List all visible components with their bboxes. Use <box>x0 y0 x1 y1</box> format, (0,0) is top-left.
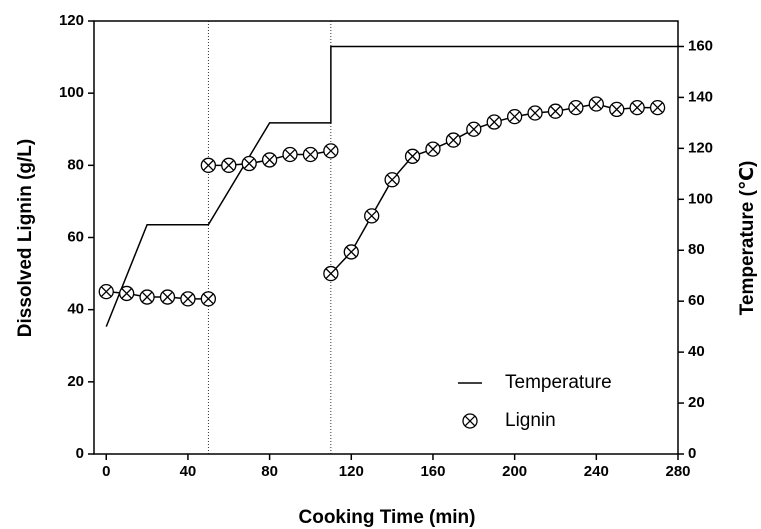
marker-part <box>202 159 214 171</box>
x-tick-label: 240 <box>584 463 609 480</box>
x-tick-label: 80 <box>261 463 278 480</box>
marker <box>261 152 278 168</box>
marker-part <box>386 174 398 186</box>
marker <box>98 283 114 300</box>
marker <box>302 146 319 163</box>
y2-tick-label: 160 <box>688 37 713 54</box>
y2-tick-label: 80 <box>688 241 705 258</box>
marker <box>445 132 462 148</box>
marker-part <box>223 159 235 171</box>
marker <box>221 157 237 173</box>
marker <box>568 99 584 116</box>
x-tick-label: 160 <box>420 463 445 480</box>
marker-part <box>366 210 378 222</box>
marker <box>384 172 400 188</box>
marker-part <box>447 134 459 146</box>
x-tick-label: 40 <box>180 463 197 480</box>
marker-part <box>611 103 623 115</box>
y-tick-label: 60 <box>67 228 84 245</box>
marker-part <box>121 288 133 299</box>
marker-part <box>652 102 663 114</box>
marker-part <box>162 291 173 303</box>
marker-part <box>202 293 214 305</box>
series-line <box>106 103 658 300</box>
marker <box>506 108 523 125</box>
marker <box>282 146 298 163</box>
marker <box>180 291 196 307</box>
marker-part <box>590 98 602 110</box>
marker <box>323 143 339 159</box>
marker <box>466 121 482 137</box>
x-tick-label: 280 <box>665 463 690 480</box>
y2-tick-label: 120 <box>688 139 713 156</box>
marker-part <box>631 102 643 114</box>
y2-tick-label: 40 <box>688 343 705 360</box>
legend-label: Temperature <box>505 372 612 393</box>
marker-part <box>284 149 296 160</box>
marker-part <box>243 158 255 169</box>
marker <box>588 96 604 112</box>
marker-part <box>550 105 561 117</box>
y-tick-label: 100 <box>59 84 84 101</box>
y2-tick-label: 20 <box>688 394 705 411</box>
legend-label: Lignin <box>505 410 556 431</box>
marker-part <box>529 107 541 119</box>
x-tick-label: 200 <box>502 463 527 480</box>
y-tick-label: 20 <box>67 373 84 390</box>
marker-part <box>264 154 276 166</box>
y-tick-label: 0 <box>76 445 84 462</box>
marker <box>119 285 135 302</box>
y2-tick-label: 140 <box>688 88 713 105</box>
y2-tick-label: 0 <box>688 445 696 462</box>
marker <box>200 157 216 173</box>
marker <box>343 244 359 260</box>
marker <box>323 265 339 282</box>
marker-part <box>325 145 337 157</box>
marker-part <box>509 111 521 123</box>
marker-part <box>100 286 112 298</box>
marker <box>649 99 666 116</box>
marker <box>404 148 421 164</box>
marker-part <box>468 123 480 135</box>
marker-part <box>464 415 476 427</box>
x-tick-label: 0 <box>102 463 110 480</box>
y-tick-label: 40 <box>67 301 84 318</box>
marker <box>159 289 176 305</box>
marker-part <box>407 150 418 162</box>
x-tick-label: 120 <box>339 463 364 480</box>
marker-part <box>427 143 439 155</box>
marker <box>425 141 441 157</box>
y-tick-label: 80 <box>67 156 84 173</box>
marker <box>200 291 216 307</box>
legend-marker <box>462 413 478 429</box>
y2-axis-title: Temperature (℃) <box>737 161 758 316</box>
marker <box>486 114 502 130</box>
y2-tick-label: 100 <box>688 190 713 207</box>
y-tick-label: 120 <box>59 12 84 29</box>
marker <box>139 289 155 305</box>
marker-part <box>141 291 153 303</box>
marker <box>547 103 564 119</box>
marker <box>364 208 380 224</box>
marker-part <box>305 149 316 160</box>
marker-part <box>182 293 194 305</box>
marker <box>609 101 625 118</box>
y2-tick-label: 60 <box>688 292 705 309</box>
x-axis-title: Cooking Time (min) <box>299 507 476 528</box>
marker <box>629 99 645 116</box>
y-axis-title: Dissolved Lignin (g/L) <box>15 139 36 337</box>
marker-part <box>488 116 500 128</box>
marker <box>241 155 257 172</box>
marker-part <box>570 102 582 114</box>
marker-part <box>345 246 357 258</box>
series-line <box>105 45 678 327</box>
marker-part <box>325 268 337 279</box>
marker <box>527 105 543 121</box>
